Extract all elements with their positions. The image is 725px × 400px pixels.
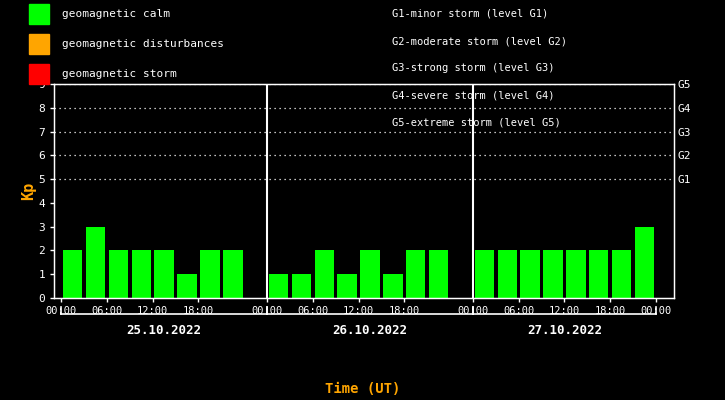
Bar — [269, 274, 289, 298]
Bar — [406, 250, 426, 298]
Bar — [429, 250, 448, 298]
Text: G1-minor storm (level G1): G1-minor storm (level G1) — [392, 9, 548, 19]
Bar — [589, 250, 608, 298]
Text: 26.10.2022: 26.10.2022 — [333, 324, 407, 337]
Bar — [315, 250, 334, 298]
Bar — [337, 274, 357, 298]
Text: G2-moderate storm (level G2): G2-moderate storm (level G2) — [392, 36, 566, 46]
Text: G4-severe storm (level G4): G4-severe storm (level G4) — [392, 91, 554, 101]
Bar — [360, 250, 380, 298]
Text: G5-extreme storm (level G5): G5-extreme storm (level G5) — [392, 118, 560, 128]
Text: geomagnetic calm: geomagnetic calm — [62, 9, 170, 19]
Bar — [521, 250, 540, 298]
Bar — [612, 250, 631, 298]
Bar — [635, 227, 654, 298]
Bar — [200, 250, 220, 298]
Bar — [109, 250, 128, 298]
Bar — [63, 250, 83, 298]
Bar — [384, 274, 402, 298]
Text: 27.10.2022: 27.10.2022 — [527, 324, 602, 337]
Bar — [475, 250, 494, 298]
Text: geomagnetic disturbances: geomagnetic disturbances — [62, 39, 223, 49]
Y-axis label: Kp: Kp — [21, 182, 36, 200]
Bar — [566, 250, 586, 298]
Bar — [131, 250, 151, 298]
Bar — [223, 250, 242, 298]
Bar — [178, 274, 196, 298]
Bar — [86, 227, 105, 298]
Bar — [543, 250, 563, 298]
Text: Time (UT): Time (UT) — [325, 382, 400, 396]
Text: geomagnetic storm: geomagnetic storm — [62, 69, 176, 79]
Bar — [497, 250, 517, 298]
Text: 25.10.2022: 25.10.2022 — [127, 324, 202, 337]
Bar — [291, 274, 311, 298]
Text: G3-strong storm (level G3): G3-strong storm (level G3) — [392, 64, 554, 74]
Bar — [154, 250, 174, 298]
